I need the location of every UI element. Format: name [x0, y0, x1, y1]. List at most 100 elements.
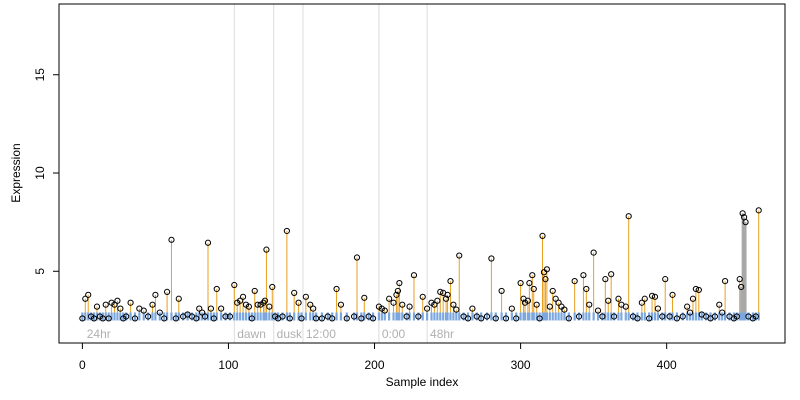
data-point-129: [539, 232, 546, 239]
data-point-69: [312, 315, 320, 322]
data-point-166: [666, 313, 673, 320]
data-point-32: [193, 315, 200, 322]
data-point-112: [478, 315, 485, 322]
data-point-149: [605, 297, 612, 304]
y-tick-label-1: 10: [33, 166, 47, 180]
data-point-126: [530, 285, 537, 293]
y-tick-label-0: 5: [33, 268, 47, 275]
data-point-103: [444, 291, 451, 298]
data-point-164: [659, 313, 666, 320]
y-axis-title: Expression: [9, 143, 23, 202]
data-point-139: [565, 315, 572, 322]
data-point-174: [695, 286, 702, 294]
data-points: [79, 207, 762, 322]
time-annotations: 24hr dawn dusk 12:00 0:00 48hr: [87, 327, 454, 341]
data-point-17: [131, 315, 139, 322]
data-point-179: [716, 301, 723, 308]
data-point-148: [602, 276, 609, 283]
data-point-75: [343, 315, 350, 322]
data-point-11: [111, 301, 118, 308]
data-point-87: [393, 291, 400, 298]
data-point-37: [207, 305, 215, 312]
data-point-192: [752, 313, 759, 320]
data-point-46: [239, 293, 247, 300]
data-point-120: [517, 279, 524, 287]
data-point-135: [552, 295, 559, 302]
data-point-170: [684, 303, 691, 310]
data-point-99: [434, 297, 441, 304]
data-point-160: [646, 315, 653, 322]
data-point-107: [456, 252, 463, 259]
data-point-165: [662, 276, 669, 283]
data-point-168: [673, 315, 681, 322]
data-point-56: [266, 303, 273, 310]
data-point-54: [261, 297, 269, 304]
data-point-50: [251, 287, 258, 295]
annotation-label-5: 48hr: [430, 327, 454, 341]
data-point-138: [561, 306, 568, 313]
data-point-62: [286, 315, 293, 322]
data-point-173: [692, 285, 699, 293]
data-point-128: [536, 315, 543, 322]
data-point-34: [199, 309, 206, 316]
data-point-91: [403, 313, 410, 320]
data-point-116: [498, 287, 505, 295]
data-point-152: [615, 295, 622, 302]
data-point-169: [679, 313, 686, 320]
data-point-49: [248, 315, 255, 322]
data-point-79: [361, 294, 368, 301]
data-point-159: [641, 295, 648, 302]
data-point-94: [415, 313, 422, 320]
data-point-5: [93, 303, 101, 310]
y-tick-label-2: 15: [33, 68, 47, 82]
data-point-123: [524, 297, 532, 304]
x-tick-label-1: 100: [218, 358, 238, 372]
data-point-155: [625, 213, 632, 220]
data-point-1: [82, 295, 89, 302]
data-point-81: [369, 315, 377, 322]
data-point-158: [638, 299, 645, 306]
data-point-106: [453, 306, 460, 313]
data-point-150: [608, 271, 615, 278]
data-point-181: [722, 277, 729, 285]
x-tick-label-2: 200: [365, 358, 385, 372]
data-point-55: [263, 246, 270, 253]
data-point-119: [513, 315, 520, 322]
data-point-35: [201, 313, 209, 320]
data-point-25: [163, 288, 171, 296]
data-point-186: [738, 283, 745, 291]
data-point-36: [204, 239, 212, 246]
data-point-22: [152, 291, 159, 298]
data-point-147: [599, 313, 606, 320]
data-point-66: [302, 293, 309, 300]
data-point-27: [172, 315, 179, 322]
data-point-8: [102, 301, 109, 308]
y-axis: 5 10 15: [33, 68, 60, 275]
data-point-142: [580, 272, 587, 279]
data-point-154: [622, 303, 629, 310]
data-point-70: [318, 315, 326, 322]
data-point-60: [279, 313, 286, 320]
data-point-102: [443, 295, 450, 302]
data-point-117: [502, 315, 510, 322]
data-point-33: [196, 305, 203, 312]
data-point-144: [586, 301, 593, 308]
data-point-136: [555, 299, 562, 306]
data-point-92: [406, 303, 413, 310]
data-point-48: [245, 303, 252, 310]
data-point-7: [99, 315, 106, 322]
data-point-185: [736, 276, 743, 283]
data-point-40: [218, 305, 225, 312]
x-axis: 0 100 200 300 400: [79, 342, 677, 372]
data-point-110: [469, 305, 476, 312]
data-point-127: [533, 301, 540, 308]
data-point-68: [310, 305, 317, 312]
plot-frame: [58, 3, 786, 344]
data-point-105: [450, 301, 457, 308]
data-point-157: [634, 315, 641, 322]
data-point-28: [175, 295, 182, 302]
data-point-45: [237, 297, 244, 304]
data-point-143: [583, 285, 590, 293]
data-point-113: [483, 313, 491, 320]
